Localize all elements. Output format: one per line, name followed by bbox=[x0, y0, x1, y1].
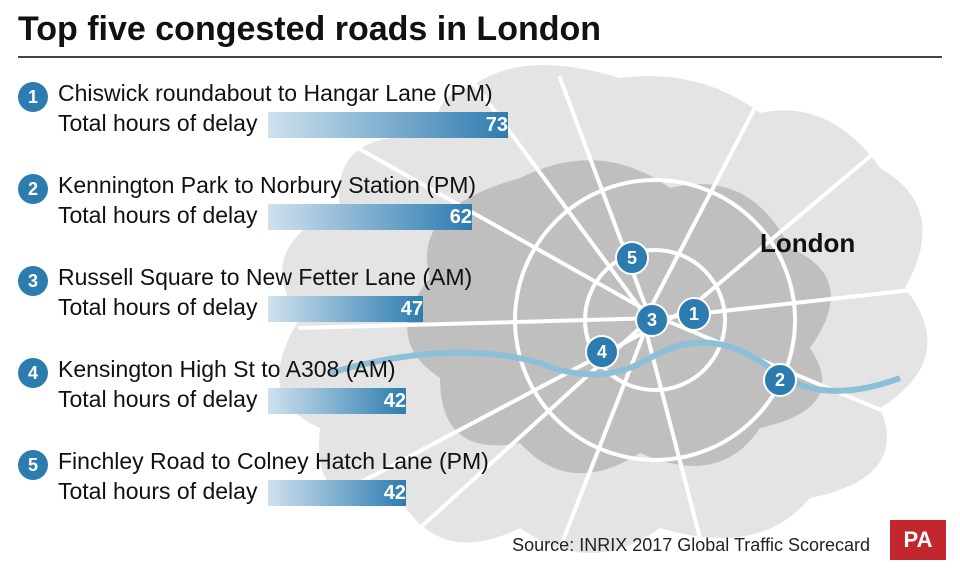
pa-logo: PA bbox=[890, 520, 946, 560]
list-item: 5 Finchley Road to Colney Hatch Lane (PM)… bbox=[18, 446, 578, 516]
rank-badge: 3 bbox=[18, 266, 48, 296]
road-name: Kensington High St to A308 (AM) bbox=[58, 356, 396, 383]
road-name: Finchley Road to Colney Hatch Lane (PM) bbox=[58, 448, 489, 475]
delay-bar: 42 bbox=[268, 480, 406, 506]
road-name: Kennington Park to Norbury Station (PM) bbox=[58, 172, 476, 199]
map-marker: 2 bbox=[763, 363, 797, 397]
delay-value: 73 bbox=[268, 112, 518, 138]
list-item: 2 Kennington Park to Norbury Station (PM)… bbox=[18, 170, 578, 240]
delay-bar: 47 bbox=[268, 296, 423, 322]
delay-sublabel: Total hours of delay bbox=[58, 294, 257, 321]
delay-sublabel: Total hours of delay bbox=[58, 386, 257, 413]
delay-value: 62 bbox=[268, 204, 482, 230]
delay-bar: 73 bbox=[268, 112, 508, 138]
road-name: Russell Square to New Fetter Lane (AM) bbox=[58, 264, 472, 291]
rank-badge: 4 bbox=[18, 358, 48, 388]
rank-badge: 2 bbox=[18, 174, 48, 204]
list-item: 4 Kensington High St to A308 (AM) Total ho… bbox=[18, 354, 578, 424]
source-text: Source: INRIX 2017 Global Traffic Scorec… bbox=[512, 535, 870, 556]
ranked-list: 1 Chiswick roundabout to Hangar Lane (PM)… bbox=[18, 78, 578, 538]
list-item: 3 Russell Square to New Fetter Lane (AM) T… bbox=[18, 262, 578, 332]
page-title: Top five congested roads in London bbox=[18, 10, 601, 49]
delay-value: 47 bbox=[268, 296, 433, 322]
infographic-stage: Top five congested roads in London Lo bbox=[0, 0, 960, 570]
delay-bar: 42 bbox=[268, 388, 406, 414]
delay-sublabel: Total hours of delay bbox=[58, 478, 257, 505]
list-item: 1 Chiswick roundabout to Hangar Lane (PM)… bbox=[18, 78, 578, 148]
city-label: London bbox=[760, 228, 855, 259]
delay-sublabel: Total hours of delay bbox=[58, 110, 257, 137]
delay-sublabel: Total hours of delay bbox=[58, 202, 257, 229]
map-marker: 5 bbox=[615, 241, 649, 275]
rank-badge: 1 bbox=[18, 82, 48, 112]
map-marker: 1 bbox=[677, 297, 711, 331]
delay-bar: 62 bbox=[268, 204, 472, 230]
delay-value: 42 bbox=[268, 388, 416, 414]
delay-value: 42 bbox=[268, 480, 416, 506]
map-marker: 4 bbox=[585, 335, 619, 369]
map-marker: 3 bbox=[635, 303, 669, 337]
rank-badge: 5 bbox=[18, 450, 48, 480]
road-name: Chiswick roundabout to Hangar Lane (PM) bbox=[58, 80, 493, 107]
